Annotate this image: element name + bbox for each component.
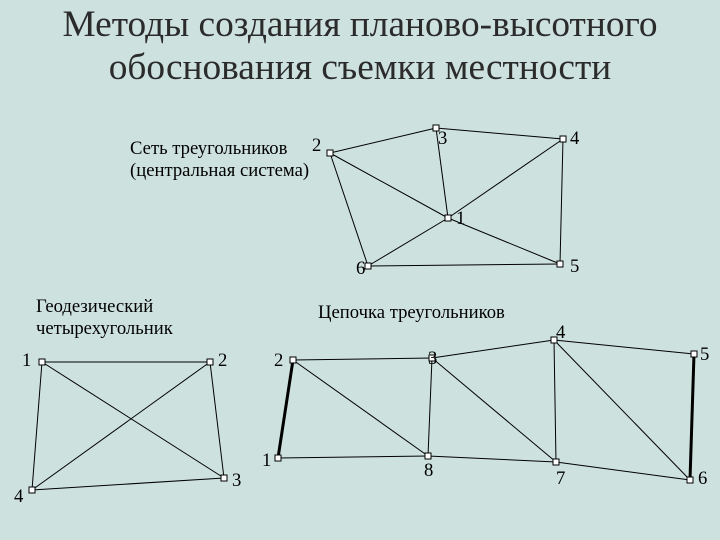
label: 1 — [456, 208, 465, 230]
label: Сеть треугольников — [130, 138, 287, 160]
label: 5 — [570, 256, 579, 278]
label: 1 — [262, 450, 271, 472]
label: 8 — [424, 460, 433, 482]
label: 2 — [274, 350, 283, 372]
label: 4 — [556, 322, 565, 344]
label: четырехугольник — [36, 318, 173, 340]
label: 2 — [218, 350, 227, 372]
label: Геодезический — [36, 296, 153, 318]
label: 3 — [428, 348, 437, 370]
label: 7 — [556, 468, 565, 490]
label: 1 — [22, 350, 31, 372]
label: 5 — [700, 344, 709, 366]
label: 3 — [232, 470, 241, 492]
label: 2 — [312, 135, 321, 157]
label: 6 — [356, 258, 365, 280]
label: (центральная система) — [130, 160, 309, 182]
label: 6 — [698, 468, 707, 490]
label: Цепочка треугольников — [318, 302, 505, 324]
label: 4 — [570, 128, 579, 150]
label: 3 — [438, 128, 447, 150]
label: 4 — [14, 486, 23, 508]
stage: Методы создания планово-высотного обосно… — [0, 0, 720, 540]
